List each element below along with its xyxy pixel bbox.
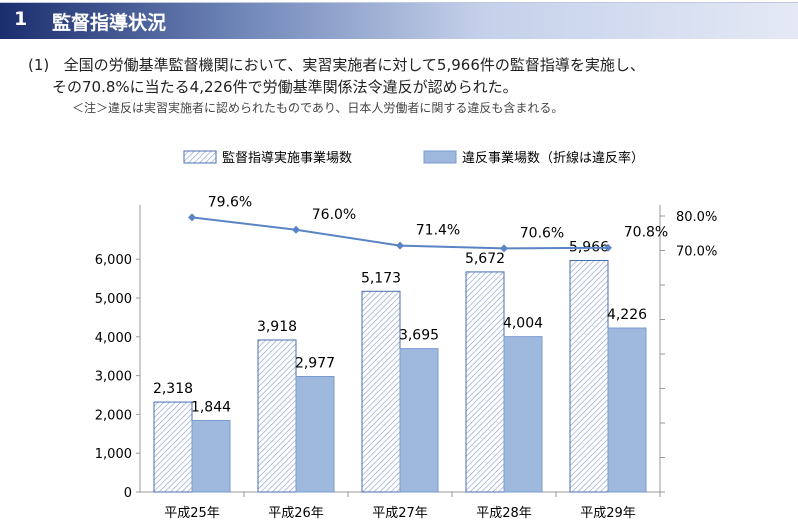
bar-inspections (361, 290, 401, 493)
y2-tick-label: 70.0% (676, 245, 717, 260)
legend-label-violations: 違反事業場数（折線は違反率） (462, 150, 644, 166)
rate-point (500, 244, 508, 253)
rate-label: 70.8% (624, 225, 668, 241)
bar-label-inspections: 5,173 (361, 270, 401, 286)
rate-label: 76.0% (312, 207, 356, 223)
y-tick-label: 2,000 (95, 408, 132, 423)
bar-label-violations: 4,004 (503, 316, 543, 332)
bar-violations (191, 419, 231, 493)
summary-line2: その70.8%に当たる4,226件で労働基準関係法令違反が認められた。 (52, 78, 518, 96)
bar-label-violations: 3,695 (399, 328, 439, 344)
bar-inspections (569, 260, 609, 493)
legend: 監督指導実施事業場数 違反事業場数（折線は違反率） (183, 150, 644, 166)
section-number: 1 (14, 8, 28, 30)
y2-tick-label: 80.0% (676, 210, 717, 225)
bar-violations (399, 348, 439, 493)
summary-text-1: 全国の労働基準監督機関において、実習実施者に対して5,966件の監督指導を実施し… (63, 56, 645, 74)
rate-point (188, 213, 196, 222)
bar-violations (503, 336, 543, 493)
rate-point (396, 241, 404, 250)
rate-label: 70.6% (520, 225, 564, 241)
legend-swatch-violations (423, 150, 457, 164)
bar-label-inspections: 3,918 (257, 319, 297, 335)
y-tick-label: 4,000 (95, 331, 132, 346)
section-header: 1 監督指導状況 (0, 2, 798, 39)
bar-inspections (465, 271, 505, 493)
x-tick-label: 平成28年 (476, 506, 532, 521)
bar-inspections (257, 339, 297, 493)
bar-label-inspections: 2,318 (153, 381, 193, 397)
x-tick-label: 平成29年 (580, 506, 636, 521)
rate-point (604, 243, 612, 252)
x-tick-label: 平成27年 (372, 506, 428, 521)
y-tick-label: 6,000 (95, 253, 132, 268)
x-tick-label: 平成26年 (268, 506, 324, 521)
y-tick-label: 3,000 (95, 370, 132, 385)
section-title: 監督指導状況 (52, 12, 167, 34)
rate-label: 79.6% (208, 194, 252, 210)
bar-label-violations: 4,226 (607, 307, 647, 323)
bar-label-violations: 1,844 (191, 399, 231, 415)
y-tick-label: 1,000 (95, 447, 132, 462)
bar-label-violations: 2,977 (295, 355, 335, 371)
rate-point (292, 225, 300, 234)
y-tick-label: 5,000 (95, 292, 132, 307)
item-number: (1) (28, 56, 50, 74)
legend-swatch-inspections (183, 150, 217, 164)
bar-violations (607, 327, 647, 493)
bar-inspections (153, 401, 193, 493)
x-tick-label: 平成25年 (164, 506, 220, 521)
summary-line1: (1) 全国の労働基準監督機関において、実習実施者に対して5,966件の監督指導… (28, 55, 645, 76)
legend-label-inspections: 監督指導実施事業場数 (222, 150, 352, 166)
note: ＜注＞違反は実習実施者に認められたものであり、日本人労働者に関する違反も含まれる… (72, 101, 564, 115)
y-tick-label: 0 (124, 486, 132, 501)
bar-label-inspections: 5,672 (465, 251, 505, 267)
rate-label: 71.4% (416, 223, 460, 239)
bar-violations (295, 375, 335, 493)
